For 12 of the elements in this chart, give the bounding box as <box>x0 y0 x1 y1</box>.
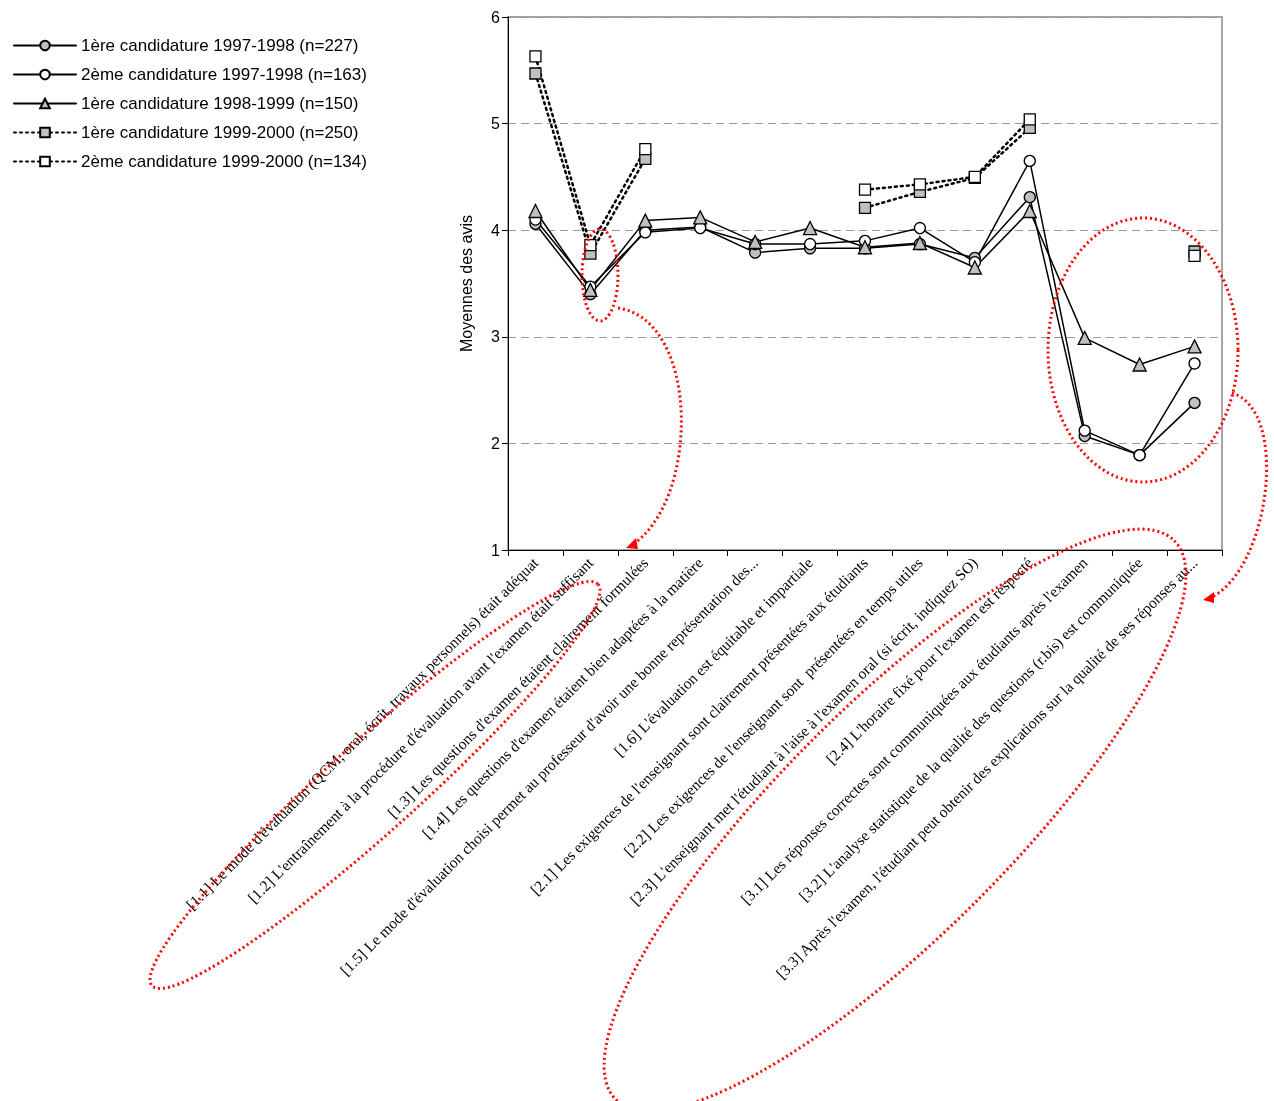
y-tick-label: 1 <box>491 541 501 559</box>
legend-label: 2ème candidature 1999-2000 (n=134) <box>81 152 367 171</box>
y-axis-title: Moyennes des avis <box>457 215 475 352</box>
legend-label: 1ère candidature 1997-1998 (n=227) <box>81 36 359 55</box>
y-tick-label: 5 <box>491 115 501 133</box>
y-tick-label: 2 <box>491 434 501 452</box>
y-tick-label: 4 <box>491 221 501 239</box>
legend-label: 1ère candidature 1998-1999 (n=150) <box>81 94 359 113</box>
y-tick-label: 3 <box>491 328 501 346</box>
legend-label: 1ère candidature 1999-2000 (n=250) <box>81 123 359 142</box>
legend-label: 2ème candidature 1997-1998 (n=163) <box>81 65 367 84</box>
y-tick-label: 6 <box>491 8 501 26</box>
